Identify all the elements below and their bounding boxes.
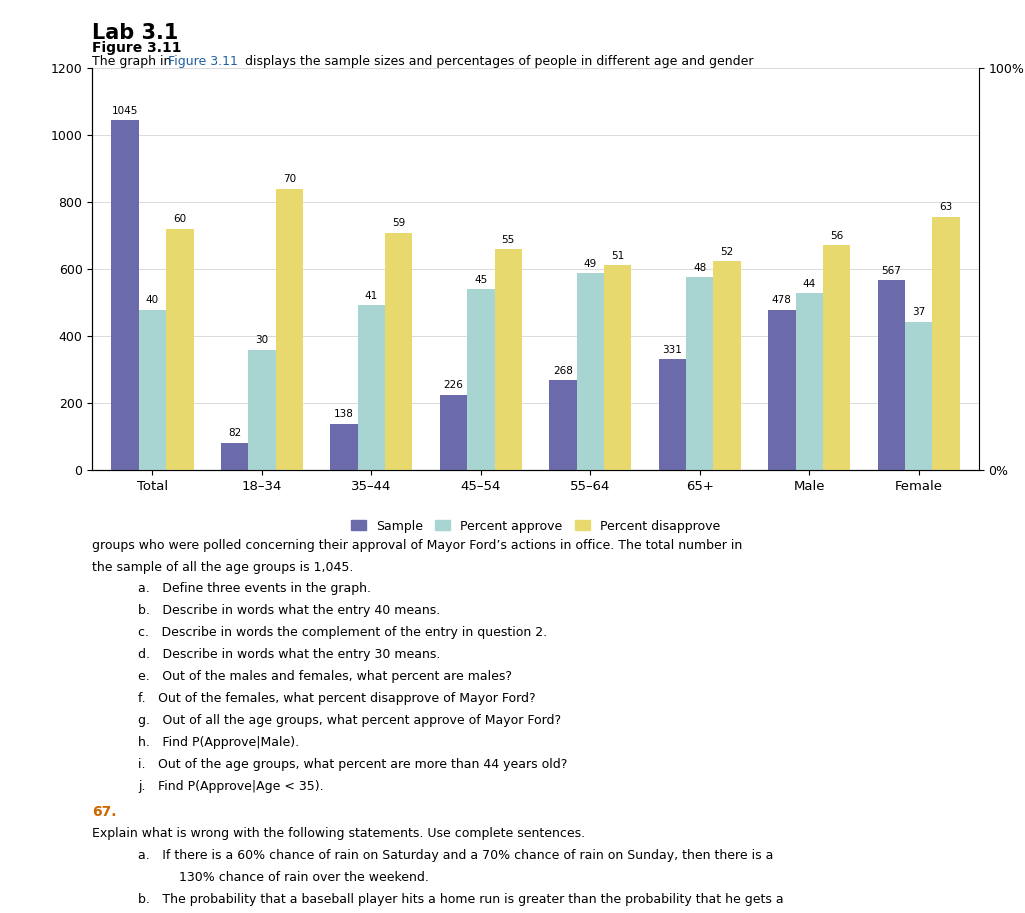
Text: 1045: 1045 xyxy=(112,106,138,116)
Text: 45: 45 xyxy=(475,275,488,285)
Text: 138: 138 xyxy=(334,409,354,419)
Bar xyxy=(577,273,604,470)
Text: i. Out of the age groups, what percent are more than 44 years old?: i. Out of the age groups, what percent a… xyxy=(138,758,568,771)
Bar xyxy=(713,261,741,470)
Text: g. Out of all the age groups, what percent approve of Mayor Ford?: g. Out of all the age groups, what perce… xyxy=(138,714,562,727)
Text: 41: 41 xyxy=(365,291,378,300)
Text: 37: 37 xyxy=(912,307,926,317)
Text: the sample of all the age groups is 1,045.: the sample of all the age groups is 1,04… xyxy=(92,561,354,573)
Text: b. The probability that a baseball player hits a home run is greater than the pr: b. The probability that a baseball playe… xyxy=(138,893,784,906)
Text: 49: 49 xyxy=(583,258,597,268)
Bar xyxy=(138,310,166,470)
Text: c. Describe in words the complement of the entry in question 2.: c. Describe in words the complement of t… xyxy=(138,626,547,639)
Text: Figure 3.11: Figure 3.11 xyxy=(168,55,238,68)
Text: a. If there is a 60% chance of rain on Saturday and a 70% chance of rain on Sund: a. If there is a 60% chance of rain on S… xyxy=(138,849,774,862)
Bar xyxy=(220,443,248,470)
Bar xyxy=(768,310,795,470)
Bar xyxy=(166,229,194,470)
Text: 60: 60 xyxy=(173,215,187,225)
Bar xyxy=(604,266,631,470)
Legend: Sample, Percent approve, Percent disapprove: Sample, Percent approve, Percent disappr… xyxy=(345,515,726,538)
Text: 48: 48 xyxy=(693,263,706,273)
Bar xyxy=(385,233,412,470)
Text: 567: 567 xyxy=(882,266,901,276)
Bar xyxy=(276,189,303,470)
Text: 268: 268 xyxy=(554,366,573,376)
Text: 52: 52 xyxy=(721,247,734,257)
Text: 40: 40 xyxy=(146,295,159,305)
Bar xyxy=(112,121,138,470)
Text: h. Find P(Approve|Male).: h. Find P(Approve|Male). xyxy=(138,736,299,749)
Bar xyxy=(933,217,959,470)
Text: 59: 59 xyxy=(393,218,405,228)
Bar xyxy=(440,394,467,470)
Text: 56: 56 xyxy=(830,231,844,240)
Bar xyxy=(248,350,276,470)
Text: 30: 30 xyxy=(255,335,269,345)
Text: 51: 51 xyxy=(611,251,624,260)
Text: 55: 55 xyxy=(501,235,515,245)
Text: 70: 70 xyxy=(283,174,296,184)
Text: 130% chance of rain over the weekend.: 130% chance of rain over the weekend. xyxy=(179,871,429,884)
Text: e. Out of the males and females, what percent are males?: e. Out of the males and females, what pe… xyxy=(138,670,512,683)
Bar xyxy=(330,424,358,470)
Bar xyxy=(494,249,522,470)
Text: 226: 226 xyxy=(444,380,463,390)
Text: groups who were polled concerning their approval of Mayor Ford’s actions in offi: groups who were polled concerning their … xyxy=(92,539,742,551)
Text: Lab 3.1: Lab 3.1 xyxy=(92,23,178,43)
Bar xyxy=(823,246,851,470)
Text: j. Find P(Approve|Age < 35).: j. Find P(Approve|Age < 35). xyxy=(138,780,324,792)
Bar xyxy=(795,293,823,470)
Bar xyxy=(358,306,385,470)
Text: 82: 82 xyxy=(228,428,241,438)
Text: 331: 331 xyxy=(662,345,683,355)
Bar xyxy=(467,289,494,470)
Bar xyxy=(686,278,713,470)
Text: 478: 478 xyxy=(772,296,791,306)
Text: a. Define three events in the graph.: a. Define three events in the graph. xyxy=(138,582,371,595)
Bar xyxy=(659,360,686,470)
Bar xyxy=(905,321,933,470)
Text: d. Describe in words what the entry 30 means.: d. Describe in words what the entry 30 m… xyxy=(138,648,441,661)
Text: b. Describe in words what the entry 40 means.: b. Describe in words what the entry 40 m… xyxy=(138,604,441,617)
Bar xyxy=(549,381,577,470)
Text: 44: 44 xyxy=(803,278,816,289)
Text: The graph in: The graph in xyxy=(92,55,175,68)
Text: 67.: 67. xyxy=(92,805,117,819)
Text: f. Out of the females, what percent disapprove of Mayor Ford?: f. Out of the females, what percent disa… xyxy=(138,692,536,705)
Bar xyxy=(877,280,905,470)
Text: displays the sample sizes and percentages of people in different age and gender: displays the sample sizes and percentage… xyxy=(241,55,753,68)
Text: Explain what is wrong with the following statements. Use complete sentences.: Explain what is wrong with the following… xyxy=(92,827,585,840)
Text: Figure 3.11: Figure 3.11 xyxy=(92,41,181,55)
Text: 63: 63 xyxy=(939,203,952,213)
